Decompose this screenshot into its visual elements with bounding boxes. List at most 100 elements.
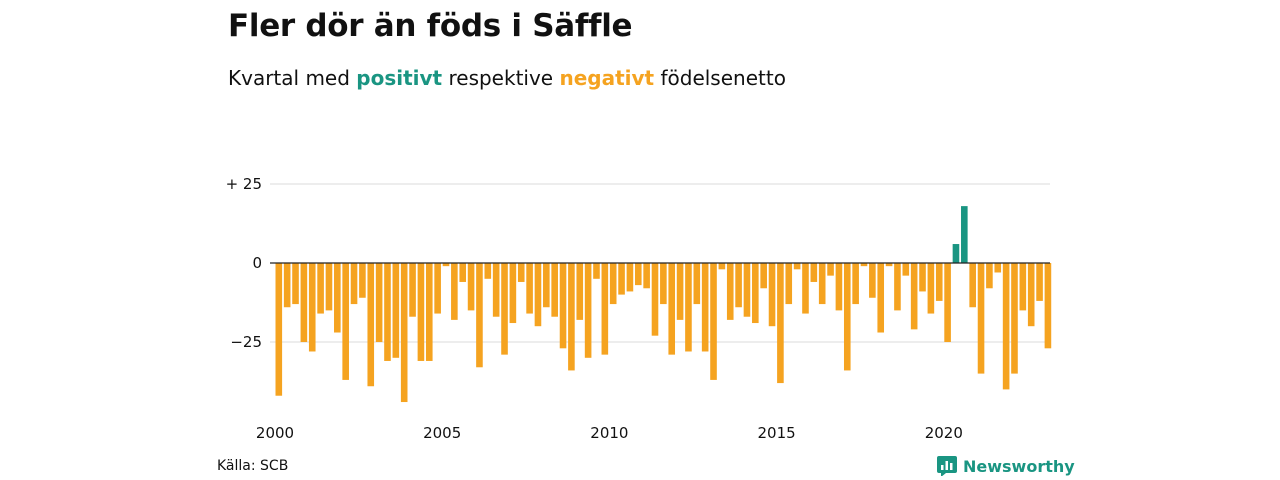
bar	[626, 263, 634, 292]
bar	[693, 263, 701, 305]
bar	[509, 263, 517, 324]
bar	[551, 263, 558, 317]
bar	[334, 263, 341, 333]
bar	[434, 263, 441, 314]
brand-logo: Newsworthy	[937, 456, 1075, 476]
bar	[818, 263, 826, 305]
subtitle-prefix: Kvartal med	[228, 66, 357, 90]
bar	[877, 263, 885, 333]
bar	[325, 263, 333, 311]
bar	[927, 263, 935, 314]
bar	[986, 263, 993, 289]
bar	[685, 263, 692, 352]
bar	[668, 263, 676, 355]
bar	[760, 263, 767, 289]
bar	[283, 263, 291, 308]
brand-name: Newsworthy	[963, 456, 1075, 476]
bar	[543, 263, 550, 308]
bar	[977, 263, 985, 374]
source-note: Källa: SCB	[217, 458, 289, 474]
bar	[827, 263, 834, 276]
bar	[810, 263, 818, 282]
bar	[869, 263, 876, 298]
bar	[384, 263, 391, 361]
bar	[894, 263, 901, 311]
bar	[576, 263, 584, 320]
y-tick-label: + 25	[226, 175, 262, 193]
bar	[1011, 263, 1018, 374]
bar	[710, 263, 717, 380]
bar	[425, 263, 433, 361]
bar	[317, 263, 324, 314]
bar	[843, 263, 851, 371]
bar	[417, 263, 425, 361]
bar	[459, 263, 467, 282]
bar	[476, 263, 483, 368]
bar	[593, 263, 600, 279]
bar	[409, 263, 416, 317]
bar	[492, 263, 500, 317]
bar	[835, 263, 843, 311]
bar	[919, 263, 926, 292]
bar	[367, 263, 375, 387]
bar	[852, 263, 859, 305]
bar	[634, 263, 642, 286]
bar	[718, 263, 726, 270]
bar	[743, 263, 751, 317]
bar	[451, 263, 458, 320]
bar	[961, 206, 968, 263]
bar	[860, 263, 868, 267]
bar	[777, 263, 784, 384]
bar	[726, 263, 734, 320]
x-tick-label: 2020	[925, 424, 963, 442]
bar	[793, 263, 801, 270]
bar	[308, 263, 316, 352]
y-tick-label: −25	[230, 333, 262, 351]
bar	[994, 263, 1002, 273]
y-tick-label: 0	[252, 254, 262, 272]
bar	[1036, 263, 1043, 301]
bar	[643, 263, 650, 289]
bar	[885, 263, 893, 267]
bar	[601, 263, 609, 355]
bar	[651, 263, 659, 336]
bar	[952, 244, 960, 263]
bar	[400, 263, 408, 403]
bar	[584, 263, 592, 358]
bar	[1044, 263, 1052, 349]
subtitle-negative: negativt	[559, 66, 655, 90]
bar	[752, 263, 759, 324]
chart-title: Fler dör än föds i Säffle	[228, 8, 633, 44]
subtitle-positive: positivt	[356, 66, 443, 90]
bar	[501, 263, 508, 355]
bar	[342, 263, 349, 380]
bar	[359, 263, 366, 298]
newsworthy-logo-icon	[937, 456, 957, 476]
x-tick-label: 2000	[256, 424, 294, 442]
bar	[1019, 263, 1027, 311]
bar	[442, 263, 450, 267]
bar	[1002, 263, 1010, 390]
bar	[910, 263, 918, 330]
bar	[517, 263, 525, 282]
bar	[467, 263, 475, 311]
bar	[568, 263, 575, 371]
bar	[902, 263, 910, 276]
bar	[484, 263, 492, 279]
x-tick-label: 2015	[758, 424, 796, 442]
bar	[944, 263, 951, 342]
bar	[1027, 263, 1035, 327]
bar	[292, 263, 299, 305]
bar	[275, 263, 283, 396]
x-tick-label: 2010	[590, 424, 628, 442]
bar	[735, 263, 742, 308]
bar	[701, 263, 709, 352]
bar	[618, 263, 625, 295]
bar	[300, 263, 308, 342]
bar	[375, 263, 383, 342]
bar	[768, 263, 776, 327]
bar	[609, 263, 617, 305]
bar	[350, 263, 358, 305]
subtitle-middle: respektive	[442, 66, 560, 90]
bar	[526, 263, 533, 314]
